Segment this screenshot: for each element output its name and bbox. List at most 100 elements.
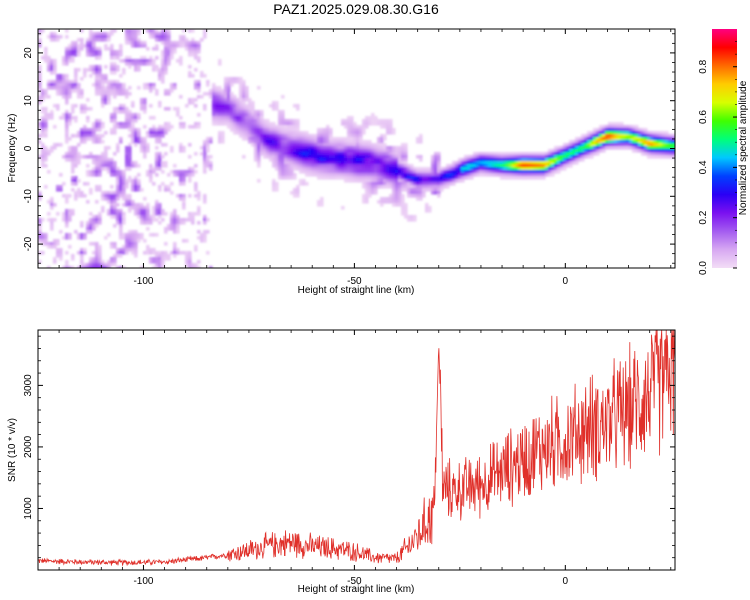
heatmap-cell [302, 182, 306, 186]
heatmap-cell [107, 95, 111, 99]
heatmap-cell [89, 221, 93, 225]
heatmap-cell [527, 155, 531, 159]
heatmap-cell [335, 158, 339, 162]
heatmap-cell [86, 44, 90, 48]
heatmap-cell [278, 176, 282, 180]
heatmap-cell [230, 110, 234, 114]
heatmap-cell [170, 221, 174, 225]
heatmap-cell [212, 110, 216, 114]
heatmap-cell [647, 137, 651, 141]
heatmap-cell [221, 101, 225, 105]
heatmap-cell [74, 155, 78, 159]
heatmap-cell [164, 29, 168, 33]
heatmap-cell [371, 116, 375, 120]
heatmap-cell [137, 38, 141, 42]
heatmap-cell [188, 101, 192, 105]
heatmap-cell [632, 143, 636, 147]
heatmap-cell [80, 257, 84, 261]
heatmap-cell [119, 248, 123, 252]
heatmap-cell [341, 146, 345, 150]
heatmap-cell [302, 164, 306, 168]
heatmap-cell [431, 191, 435, 195]
heatmap-cell [359, 158, 363, 162]
heatmap-cell [497, 152, 501, 156]
heatmap-cell [110, 128, 114, 132]
heatmap-cell [101, 98, 105, 102]
heatmap-cell [161, 131, 165, 135]
heatmap-cell [383, 158, 387, 162]
heatmap-cell [230, 92, 234, 96]
heatmap-cell [329, 149, 333, 153]
heatmap-cell [248, 104, 252, 108]
heatmap-cell [119, 53, 123, 57]
heatmap-cell [104, 47, 108, 51]
heatmap-cell [344, 146, 348, 150]
heatmap-cell [563, 143, 567, 147]
heatmap-cell [152, 86, 156, 90]
heatmap-cell [194, 182, 198, 186]
heatmap-cell [368, 158, 372, 162]
heatmap-cell [263, 140, 267, 144]
heatmap-cell [569, 146, 573, 150]
heatmap-cell [368, 152, 372, 156]
heatmap-cell [461, 179, 465, 183]
heatmap-cell [119, 44, 123, 48]
heatmap-cell [173, 107, 177, 111]
heatmap-cell [161, 260, 165, 264]
heatmap-cell [479, 158, 483, 162]
heatmap-cell [119, 236, 123, 240]
heatmap-cell [578, 137, 582, 141]
heatmap-cell [113, 122, 117, 126]
heatmap-cell [272, 161, 276, 165]
heatmap-cell [167, 50, 171, 54]
heatmap-cell [656, 152, 660, 156]
heatmap-cell [278, 116, 282, 120]
heatmap-cell [65, 119, 69, 123]
heatmap-cell [254, 125, 258, 129]
heatmap-cell [335, 149, 339, 153]
heatmap-cell [65, 260, 69, 264]
heatmap-cell [380, 161, 384, 165]
heatmap-cell [134, 161, 138, 165]
heatmap-cell [590, 140, 594, 144]
heatmap-cell [506, 155, 510, 159]
heatmap-cell [320, 200, 324, 204]
heatmap-cell [650, 155, 654, 159]
heatmap-cell [140, 62, 144, 66]
heatmap-cell [302, 152, 306, 156]
heatmap-cell [71, 44, 75, 48]
heatmap-cell [386, 179, 390, 183]
heatmap-cell [404, 155, 408, 159]
heatmap-cell [89, 68, 93, 72]
heatmap-cell [206, 218, 210, 222]
heatmap-cell [533, 152, 537, 156]
heatmap-cell [197, 125, 201, 129]
heatmap-cell [134, 59, 138, 63]
heatmap-cell [557, 164, 561, 168]
heatmap-cell [647, 143, 651, 147]
heatmap-cell [665, 131, 669, 135]
heatmap-cell [437, 191, 441, 195]
heatmap-cell [593, 128, 597, 132]
heatmap-cell [176, 218, 180, 222]
heatmap-cell [548, 173, 552, 177]
heatmap-cell [128, 209, 132, 213]
heatmap-cell [158, 185, 162, 189]
heatmap-cell [338, 167, 342, 171]
heatmap-cell [188, 47, 192, 51]
heatmap-cell [353, 146, 357, 150]
heatmap-cell [296, 122, 300, 126]
heatmap-cell [608, 125, 612, 129]
heatmap-cell [116, 185, 120, 189]
heatmap-cell [293, 164, 297, 168]
heatmap-cell [161, 80, 165, 84]
heatmap-cell [164, 128, 168, 132]
heatmap-cell [302, 161, 306, 165]
heatmap-cell [299, 182, 303, 186]
heatmap-cell [239, 125, 243, 129]
heatmap-cell [209, 155, 213, 159]
heatmap-cell [179, 125, 183, 129]
heatmap-cell [146, 218, 150, 222]
heatmap-cell [161, 29, 165, 33]
heatmap-cell [158, 251, 162, 255]
